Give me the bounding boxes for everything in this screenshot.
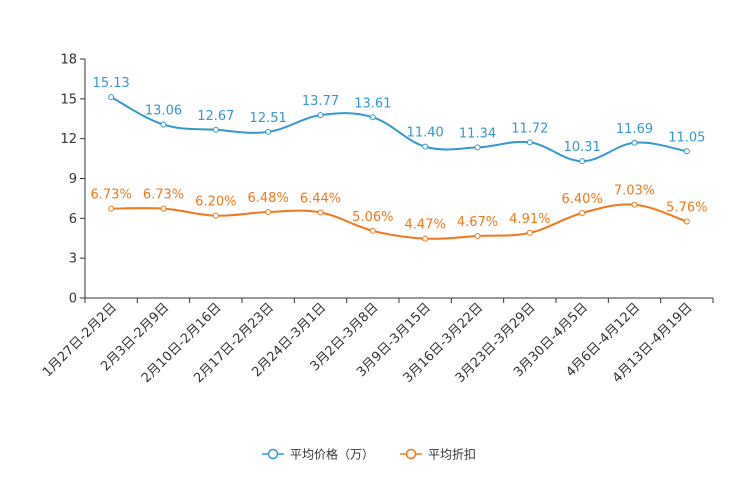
data-point[interactable] [369, 114, 376, 121]
data-point[interactable] [526, 229, 533, 236]
data-point[interactable] [683, 148, 690, 155]
data-label: 4.67% [457, 215, 498, 230]
data-point[interactable] [369, 227, 376, 234]
legend-label: 平均折扣 [428, 447, 476, 462]
data-label: 11.05 [668, 130, 705, 145]
data-label: 5.76% [666, 201, 707, 216]
data-point[interactable] [474, 232, 481, 239]
data-point[interactable] [526, 139, 533, 146]
legend: 平均价格（万） 平均折扣 [262, 447, 476, 462]
data-point[interactable] [683, 218, 690, 225]
legend-swatch-marker [267, 448, 279, 460]
data-label: 12.67 [197, 109, 234, 124]
series-line [111, 203, 688, 240]
data-point[interactable] [631, 139, 638, 146]
y-tick-label: 15 [60, 92, 77, 107]
data-label: 11.40 [407, 126, 444, 141]
data-label: 10.31 [564, 140, 601, 155]
data-label: 15.13 [93, 76, 130, 91]
legend-item-1[interactable]: 平均折扣 [400, 447, 476, 462]
data-point[interactable] [422, 143, 429, 150]
y-tick-label: 6 [69, 212, 77, 227]
series-1: 6.73% 6.73% 6.20% 6.48% 6.44% 5.06% 4.47% 4.67%… [91, 184, 707, 242]
data-label: 11.34 [459, 126, 496, 141]
data-label: 13.77 [302, 94, 339, 109]
data-label: 6.20% [195, 195, 236, 210]
data-point[interactable] [422, 235, 429, 242]
y-tick-label: 3 [69, 252, 77, 267]
data-label: 6.44% [300, 191, 341, 206]
data-point[interactable] [631, 201, 638, 208]
data-point[interactable] [317, 112, 324, 119]
series-line [110, 96, 688, 163]
data-label: 5.06% [352, 210, 393, 225]
data-point[interactable] [160, 205, 167, 212]
data-point[interactable] [108, 205, 115, 212]
data-label: 6.48% [248, 191, 289, 206]
data-point[interactable] [160, 121, 167, 128]
data-point[interactable] [108, 94, 115, 101]
data-point[interactable] [317, 209, 324, 216]
data-label: 7.03% [614, 184, 655, 199]
data-point[interactable] [474, 144, 481, 151]
data-point[interactable] [212, 126, 219, 133]
y-tick-label: 0 [69, 292, 77, 307]
legend-swatch-marker [405, 448, 417, 460]
series-layer: 15.13 13.06 12.67 12.51 13.77 13.61 11.40 11.34… [91, 76, 707, 242]
series-0: 15.13 13.06 12.67 12.51 13.77 13.61 11.40 11.34… [93, 76, 705, 165]
data-label: 6.40% [562, 192, 603, 207]
legend-label: 平均价格（万） [290, 447, 374, 462]
data-label: 6.73% [91, 188, 132, 203]
data-point[interactable] [579, 158, 586, 165]
data-label: 4.91% [509, 212, 550, 227]
data-point[interactable] [212, 212, 219, 219]
data-label: 13.06 [145, 104, 182, 119]
data-point[interactable] [265, 128, 272, 135]
data-label: 11.72 [511, 121, 548, 136]
y-tick-label: 18 [60, 53, 77, 68]
data-label: 11.69 [616, 122, 653, 137]
data-label: 13.61 [354, 96, 391, 111]
legend-item-0[interactable]: 平均价格（万） [262, 447, 374, 462]
data-label: 4.47% [405, 218, 446, 233]
data-point[interactable] [579, 210, 586, 217]
y-tick-label: 12 [60, 132, 77, 147]
data-label: 6.73% [143, 188, 184, 203]
data-label: 12.51 [250, 111, 287, 126]
y-tick-label: 9 [69, 172, 77, 187]
data-point[interactable] [265, 208, 272, 215]
